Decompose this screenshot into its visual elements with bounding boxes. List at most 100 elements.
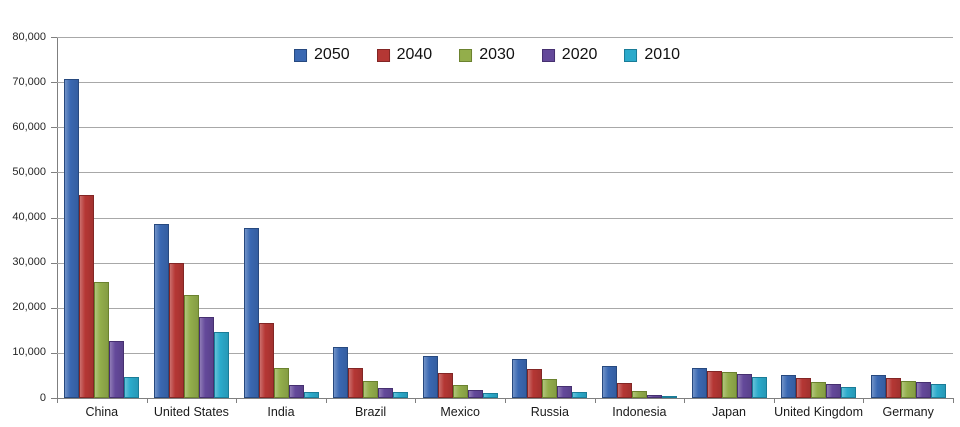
bar-brazil-2050 bbox=[333, 347, 349, 398]
x-axis-tick bbox=[505, 398, 506, 403]
x-axis-label-russia: Russia bbox=[530, 405, 569, 419]
bar-indonesia-2050 bbox=[601, 366, 617, 398]
bar-india-2040 bbox=[258, 323, 274, 398]
y-axis-label: 30,000 bbox=[12, 256, 46, 269]
bar-mexico-2010 bbox=[482, 393, 498, 398]
bar-united-kingdom-2010 bbox=[841, 387, 857, 398]
bar-brazil-2030 bbox=[363, 381, 379, 398]
y-axis-label: 50,000 bbox=[12, 165, 46, 178]
bar-mexico-2030 bbox=[452, 385, 468, 398]
bar-germany-2020 bbox=[915, 382, 931, 398]
x-axis-label-china: China bbox=[85, 405, 119, 419]
bar-japan-2050 bbox=[691, 368, 707, 398]
x-axis-tick bbox=[236, 398, 238, 403]
bar-united-kingdom-2020 bbox=[826, 384, 842, 398]
legend-label: 2020 bbox=[561, 46, 598, 63]
x-axis-label-united-kingdom: United Kingdom bbox=[774, 405, 864, 419]
y-axis-tick bbox=[51, 307, 57, 309]
legend-item-2050: 2050 bbox=[294, 47, 350, 63]
bar-china-2040 bbox=[79, 195, 95, 398]
bar-japan-2020 bbox=[736, 374, 752, 398]
bar-china-2020 bbox=[109, 341, 125, 398]
bar-india-2030 bbox=[273, 368, 289, 398]
legend-label: 2030 bbox=[479, 46, 515, 63]
bar-mexico-2020 bbox=[467, 390, 483, 398]
x-axis-tick bbox=[57, 398, 58, 403]
y-axis-tick bbox=[51, 262, 57, 264]
gridline bbox=[57, 172, 953, 174]
bar-indonesia-2010 bbox=[661, 396, 677, 398]
x-axis-label-brazil: Brazil bbox=[354, 405, 387, 419]
x-axis-tick bbox=[594, 398, 596, 403]
legend-item-2010: 2010 bbox=[624, 47, 680, 63]
bar-germany-2040 bbox=[885, 378, 901, 398]
bar-united-states-2040 bbox=[168, 263, 184, 398]
bar-japan-2010 bbox=[751, 377, 767, 398]
y-axis-tick bbox=[51, 352, 57, 354]
bar-indonesia-2020 bbox=[646, 395, 662, 398]
bar-russia-2020 bbox=[557, 386, 573, 398]
x-axis-tick bbox=[325, 398, 327, 403]
x-axis-tick bbox=[684, 398, 686, 403]
bar-united-states-2030 bbox=[183, 295, 199, 398]
bar-indonesia-2040 bbox=[616, 383, 632, 398]
x-axis-tick bbox=[863, 398, 865, 403]
bar-russia-2040 bbox=[527, 369, 543, 398]
gridline bbox=[57, 82, 953, 84]
bar-china-2050 bbox=[64, 79, 80, 398]
bar-united-states-2050 bbox=[153, 224, 169, 398]
legend-swatch-2040-icon bbox=[376, 48, 390, 62]
bar-germany-2050 bbox=[870, 375, 886, 398]
y-axis-label: 60,000 bbox=[12, 120, 46, 133]
bar-russia-2010 bbox=[572, 392, 588, 398]
y-axis-label: 20,000 bbox=[12, 301, 46, 314]
legend-swatch-2010-icon bbox=[624, 48, 638, 62]
x-axis-label-japan: Japan bbox=[711, 405, 747, 419]
legend-swatch-2030-icon bbox=[459, 48, 473, 62]
bar-brazil-2040 bbox=[348, 368, 364, 398]
bar-united-kingdom-2050 bbox=[781, 375, 797, 398]
y-axis-tick bbox=[51, 172, 57, 174]
bar-mexico-2050 bbox=[422, 356, 438, 398]
bar-japan-2030 bbox=[721, 372, 737, 398]
bar-united-states-2020 bbox=[198, 317, 214, 398]
x-axis-label-germany: Germany bbox=[882, 405, 934, 419]
x-axis-tick bbox=[415, 398, 417, 403]
bar-brazil-2020 bbox=[378, 388, 394, 398]
x-axis-tick bbox=[773, 398, 775, 403]
x-axis-label-indonesia: Indonesia bbox=[612, 405, 667, 419]
bar-united-kingdom-2040 bbox=[796, 378, 812, 398]
x-axis-label-united-states: United States bbox=[153, 405, 229, 419]
bar-india-2050 bbox=[243, 228, 259, 398]
bar-indonesia-2030 bbox=[631, 391, 647, 398]
y-axis-tick bbox=[51, 37, 57, 38]
x-axis-tick bbox=[146, 398, 148, 403]
gridline bbox=[57, 37, 953, 38]
bar-japan-2040 bbox=[706, 371, 722, 398]
legend-swatch-2050-icon bbox=[294, 48, 308, 62]
bar-russia-2030 bbox=[542, 379, 558, 398]
y-axis-tick bbox=[51, 398, 57, 399]
y-axis-tick bbox=[51, 127, 57, 129]
x-axis-tick bbox=[953, 398, 954, 403]
y-axis-label: 40,000 bbox=[12, 211, 46, 223]
chart-legend: 2050 2040 2030 2020 2010 bbox=[294, 47, 680, 63]
bar-mexico-2040 bbox=[437, 373, 453, 398]
gridline bbox=[57, 307, 953, 309]
y-axis-label: 80,000 bbox=[12, 30, 46, 43]
bar-russia-2050 bbox=[512, 359, 528, 398]
legend-swatch-2020-icon bbox=[541, 48, 555, 62]
legend-item-2030: 2030 bbox=[459, 47, 515, 63]
gridline bbox=[57, 262, 953, 264]
bar-india-2020 bbox=[288, 385, 304, 398]
legend-item-2040: 2040 bbox=[376, 47, 432, 63]
y-axis-label: 10,000 bbox=[12, 346, 46, 359]
bar-germany-2010 bbox=[930, 384, 946, 398]
legend-label: 2050 bbox=[314, 46, 350, 63]
bar-china-2030 bbox=[94, 282, 110, 398]
bar-brazil-2010 bbox=[393, 392, 409, 398]
bar-united-states-2010 bbox=[213, 332, 229, 398]
gridline bbox=[57, 127, 953, 129]
x-axis-label-mexico: Mexico bbox=[440, 405, 480, 419]
